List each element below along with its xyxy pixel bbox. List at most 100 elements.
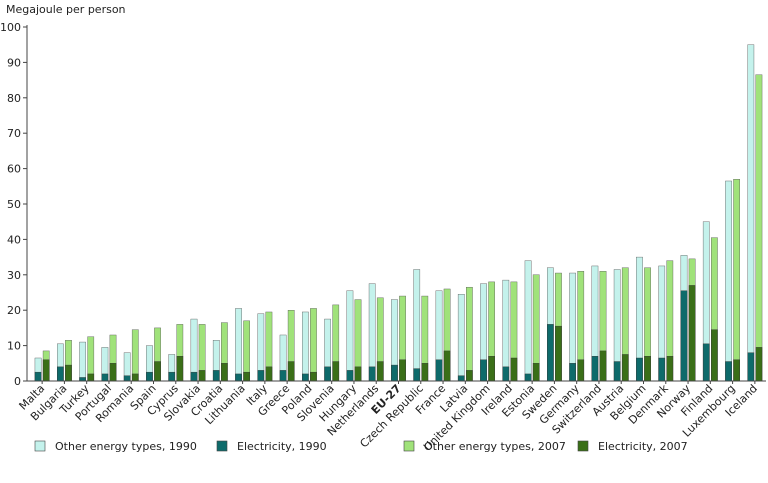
bar-total-1990 (725, 180, 732, 382)
legend-label: Electricity, 2007 (598, 440, 688, 453)
bar-part-2007 (488, 356, 495, 382)
y-tick-label: 50 (7, 198, 21, 211)
bar-part-2007 (154, 361, 161, 382)
bar-part-1990 (190, 371, 198, 382)
bar-part-2007 (265, 366, 273, 382)
y-tick-label: 90 (7, 56, 21, 69)
bar-part-2007 (332, 361, 340, 382)
category-group (79, 336, 95, 382)
category-group (658, 260, 674, 382)
bar-part-1990 (747, 352, 755, 382)
category-group (146, 327, 161, 382)
bar-part-2007 (354, 366, 362, 382)
category-group (346, 290, 362, 382)
bar-part-1990 (391, 364, 398, 382)
bar-total-1990 (457, 294, 465, 382)
legend-item: Electricity, 2007 (577, 440, 688, 453)
y-tick-label: 0 (14, 375, 21, 388)
category-group (725, 179, 740, 382)
bar-part-2007 (755, 347, 763, 382)
bar-part-2007 (577, 359, 585, 382)
category-group (57, 340, 72, 382)
y-axis-title: Megajoule per person (6, 3, 126, 16)
bar-total-1990 (747, 44, 755, 382)
bar-total-2007 (755, 74, 763, 382)
legend-swatch (34, 440, 46, 452)
bar-part-1990 (79, 377, 86, 382)
y-tick: 100 (0, 21, 27, 34)
bar-part-1990 (591, 356, 599, 382)
category-group (235, 308, 250, 382)
bar-part-2007 (131, 373, 139, 382)
category-group (636, 256, 651, 382)
bar-part-1990 (368, 366, 376, 382)
bar-part-1990 (569, 363, 576, 382)
bar-part-1990 (502, 366, 510, 382)
category-group (190, 318, 206, 382)
category-group (391, 295, 406, 382)
legend-item: Electricity, 1990 (216, 440, 327, 453)
bar-part-2007 (87, 373, 95, 382)
y-tick-label: 10 (7, 340, 21, 353)
bar-part-1990 (725, 361, 732, 382)
y-tick-label: 80 (7, 92, 21, 105)
category-group (302, 308, 317, 382)
bar-part-1990 (613, 361, 621, 382)
bar-part-2007 (466, 370, 473, 382)
bar-part-1990 (57, 366, 64, 382)
legend-label: Electricity, 1990 (237, 440, 327, 453)
bar-total-1990 (413, 269, 421, 382)
category-group (34, 350, 50, 382)
y-tick: 50 (7, 198, 27, 211)
bar-part-1990 (658, 357, 666, 382)
bar-part-2007 (532, 363, 540, 382)
y-tick-label: 100 (0, 21, 21, 34)
category-group (480, 281, 495, 382)
bar-total-2007 (466, 286, 473, 382)
category-group (457, 286, 473, 382)
y-tick-label: 60 (7, 163, 21, 176)
bar-part-2007 (399, 359, 406, 382)
bar-total-1990 (302, 311, 309, 382)
bar-part-1990 (257, 370, 265, 382)
y-tick: 30 (7, 269, 27, 282)
bar-part-2007 (555, 325, 562, 382)
legend-label: Other energy types, 2007 (424, 440, 566, 453)
bar-part-1990 (413, 368, 421, 382)
y-tick: 70 (7, 127, 27, 140)
y-tick: 80 (7, 92, 27, 105)
category-group (613, 267, 629, 382)
bar-part-1990 (346, 370, 354, 382)
legend-swatch (577, 440, 589, 452)
y-axis: 0 10 20 30 40 50 60 70 80 90 100 (0, 21, 28, 388)
legend: Other energy types, 1990 Electricity, 199… (34, 440, 688, 453)
bar-part-2007 (310, 371, 317, 382)
bar-part-2007 (443, 350, 451, 382)
category-group (702, 221, 718, 382)
bar-part-1990 (680, 290, 688, 382)
legend-item: Other energy types, 2007 (403, 440, 566, 453)
y-tick-label: 30 (7, 269, 21, 282)
legend-swatch (216, 440, 228, 452)
bars (34, 44, 763, 382)
y-tick-label: 40 (7, 233, 21, 246)
category-group (435, 288, 451, 382)
bar-total-1990 (346, 290, 354, 382)
bar-part-1990 (235, 373, 242, 382)
bar-part-2007 (243, 371, 250, 382)
bar-total-1990 (502, 279, 510, 382)
bar-total-2007 (131, 329, 139, 382)
bar-part-2007 (599, 350, 607, 382)
bar-part-2007 (287, 361, 295, 382)
bar-part-2007 (176, 356, 184, 382)
category-group (368, 283, 384, 382)
category-group (747, 44, 763, 382)
y-tick-label: 70 (7, 127, 21, 140)
bar-part-1990 (212, 370, 220, 382)
bar-total-1990 (190, 318, 198, 382)
legend-item: Other energy types, 1990 (34, 440, 197, 453)
bar-part-2007 (421, 363, 429, 382)
bar-part-1990 (547, 324, 554, 382)
category-group (524, 260, 540, 382)
bar-part-1990 (34, 371, 42, 382)
